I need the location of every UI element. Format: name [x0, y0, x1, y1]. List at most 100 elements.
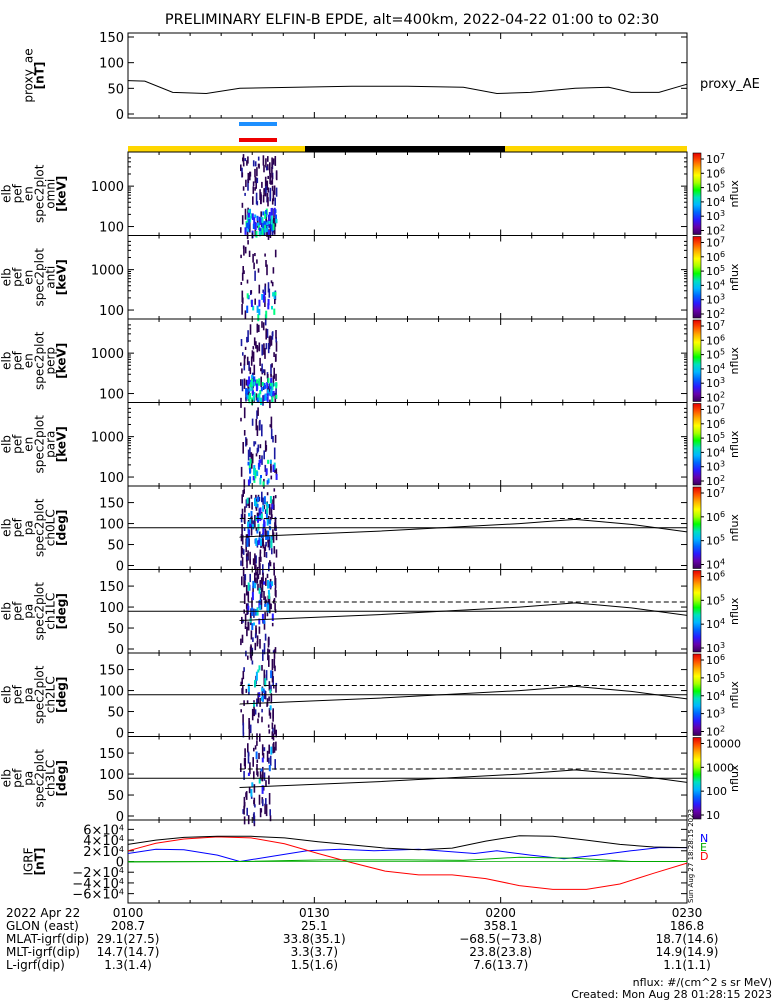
spectrogram-cell	[250, 299, 253, 308]
panel-ch2LC-cbar-label: 106	[706, 653, 725, 668]
igrf-ylabel: IGRF	[22, 847, 36, 875]
spectrogram-cell	[259, 639, 261, 649]
panel-para-cbar-label: 103	[706, 459, 725, 474]
panel-ch3LC-spectrogram	[240, 740, 277, 827]
spectrogram-cell	[250, 630, 253, 640]
spectrogram-cell	[258, 459, 261, 467]
spectrogram-cell	[242, 162, 245, 167]
spectrogram-cell	[243, 527, 246, 531]
spectrogram-cell	[270, 746, 273, 755]
spectrogram-cell	[272, 219, 274, 226]
spectrogram-cell	[254, 222, 257, 231]
panel-ch3LC-ylabel: ch3LC	[44, 760, 58, 797]
spectrogram-cell	[275, 741, 277, 751]
spectrogram-cell	[247, 172, 250, 184]
spectrogram-cell	[270, 280, 273, 284]
spectrogram-cell	[273, 367, 275, 379]
spectrogram-cell	[268, 541, 271, 551]
spectrogram-cell	[255, 230, 258, 238]
spectrogram-cell	[275, 373, 277, 381]
spectrogram-cell	[270, 603, 272, 610]
panel-ch3LC-ylabel: pa	[22, 771, 36, 786]
spectrogram-cell	[248, 394, 251, 400]
spectrogram-cell	[253, 708, 256, 717]
panel-ch1LC-ytick-label: 50	[107, 622, 124, 637]
spectrogram-cell	[268, 515, 270, 524]
spectrogram-cell	[242, 245, 245, 249]
spectrogram-cell	[262, 688, 265, 694]
spectrogram-cell	[247, 605, 250, 611]
time-axis-value: −68.5(−73.8)	[459, 932, 542, 946]
igrf-ytick-label: 0	[116, 856, 124, 871]
spectrogram-cell	[266, 192, 269, 203]
spectrogram-cell	[270, 517, 272, 521]
spectrogram-cell	[247, 751, 250, 764]
spectrogram-cell	[265, 468, 268, 475]
panel-para-cbar-label: 102	[706, 474, 725, 489]
spectrogram-cell	[267, 580, 270, 589]
spectrogram-cell	[264, 440, 267, 452]
spectrogram-cell	[252, 757, 254, 767]
time-axis-row-label: MLAT-igrf(dip)	[6, 932, 89, 946]
time-axis-value: 0200	[485, 906, 516, 920]
time-axis-row-label: L-igrf(dip)	[6, 958, 65, 972]
spectrogram-cell	[243, 488, 245, 494]
spectrogram-cell	[256, 530, 259, 534]
spectrogram-cell	[245, 438, 248, 446]
spectrogram-cell	[273, 462, 276, 470]
panel-ch0LC-ylabel: ch0LC	[44, 509, 58, 546]
spectrogram-cell	[253, 376, 256, 381]
panel-ch2LC-cbar-label: 102	[706, 724, 725, 739]
spectrogram-cell	[244, 580, 246, 587]
spectrogram-cell	[254, 709, 257, 715]
spectrogram-cell	[249, 518, 252, 526]
spectrogram-cell	[267, 303, 270, 310]
panel-omni-cbar-label: 105	[706, 180, 725, 195]
spectrogram-cell	[253, 771, 255, 780]
spectrogram-cell	[244, 208, 247, 220]
spectrogram-cell	[246, 389, 249, 394]
spectrogram-cell	[261, 455, 263, 465]
spectrogram-cell	[255, 501, 258, 507]
spectrogram-cell	[249, 558, 251, 565]
spectrogram-cell	[254, 745, 257, 750]
panel-ch1LC-ylabel: ch1LC	[44, 593, 58, 630]
spectrogram-cell	[265, 512, 268, 520]
spectrogram-cell	[262, 369, 265, 373]
spectrogram-cell	[269, 755, 272, 766]
spectrogram-cell	[254, 168, 256, 178]
spectrogram-cell	[249, 222, 251, 233]
spectrogram-cell	[252, 186, 255, 194]
spectrogram-cell	[271, 581, 274, 587]
spectrogram-cell	[268, 214, 271, 222]
spectrogram-cell	[260, 211, 262, 221]
spectrogram-cell	[271, 659, 274, 671]
panel-ch0LC-loss-cone-line	[239, 518, 688, 538]
panel-para-ylabel: para	[44, 431, 58, 458]
spectrogram-cell	[256, 425, 259, 436]
panel-ch1LC-cbar-label: 106	[706, 569, 725, 584]
spectrogram-cell	[265, 328, 267, 340]
spectrogram-cell	[253, 608, 255, 618]
spectrogram-cell	[265, 228, 268, 233]
spectrogram-cell	[265, 804, 268, 817]
spectrogram-cell	[275, 170, 278, 180]
spectrogram-cell	[241, 634, 244, 643]
panel-ch2LC-cbar-label: 104	[706, 688, 725, 703]
spectrogram-cell	[266, 396, 269, 402]
spectrogram-cell	[248, 361, 250, 371]
spectrogram-cell	[256, 496, 259, 502]
panel-ch2LC-ylabel: pa	[22, 687, 36, 702]
panel-ch1LC-cbar-label: 104	[706, 617, 725, 632]
spectrogram-cell	[262, 527, 265, 535]
spectrogram-cell	[265, 343, 268, 350]
spectrogram-cell	[258, 626, 261, 634]
time-axis-value: 186.8	[670, 919, 704, 933]
spectrogram-cell	[256, 397, 259, 403]
spectrogram-cell	[271, 622, 274, 627]
spectrogram-cell	[267, 282, 270, 293]
panel-perp-ylabel: perp	[44, 347, 58, 375]
spectrogram-cell	[270, 539, 273, 548]
spectrogram-cell	[243, 430, 246, 436]
spectrogram-cell	[275, 388, 277, 399]
